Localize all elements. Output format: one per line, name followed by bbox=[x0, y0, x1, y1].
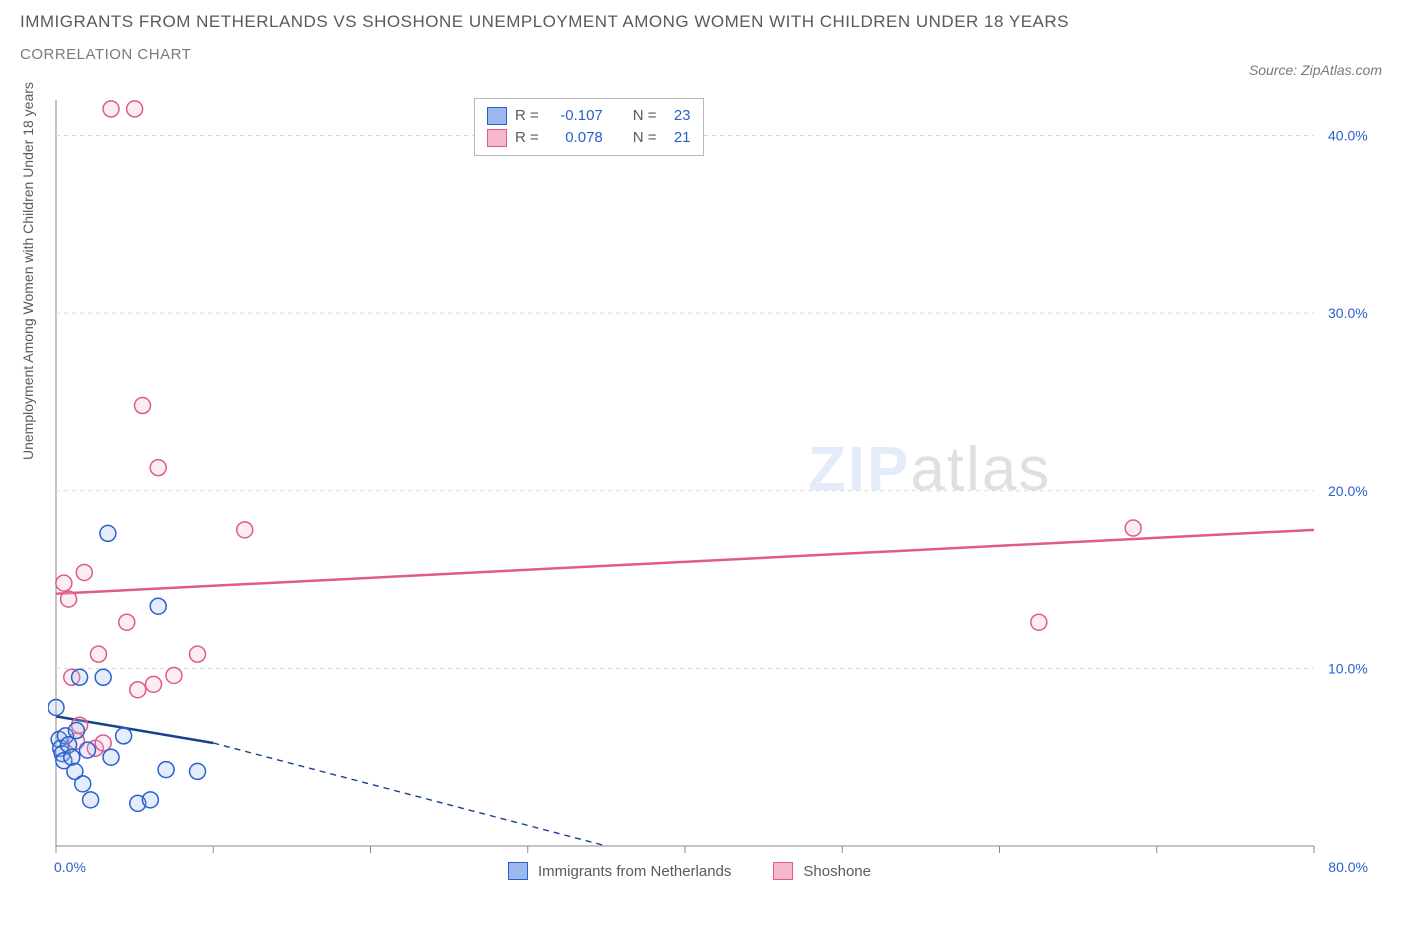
source-name: ZipAtlas.com bbox=[1301, 62, 1382, 78]
data-point bbox=[119, 614, 135, 630]
data-point bbox=[95, 735, 111, 751]
data-point bbox=[127, 101, 143, 117]
corr-swatch bbox=[487, 107, 507, 125]
data-point bbox=[100, 525, 116, 541]
data-point bbox=[90, 646, 106, 662]
data-point bbox=[116, 728, 132, 744]
series-legend: Immigrants from Netherlands Shoshone bbox=[508, 862, 871, 880]
data-point bbox=[61, 591, 77, 607]
legend-label-shoshone: Shoshone bbox=[803, 863, 871, 880]
data-point bbox=[79, 742, 95, 758]
r-label: R = bbox=[515, 127, 539, 149]
data-point bbox=[75, 776, 91, 792]
scatter-chart: 10.0% 20.0% 30.0% 40.0% 0.0% 80.0% bbox=[48, 94, 1388, 884]
data-point bbox=[72, 669, 88, 685]
y-axis-label: Unemployment Among Women with Children U… bbox=[20, 82, 36, 460]
x-tick-label: 80.0% bbox=[1328, 859, 1368, 875]
chart-subtitle: CORRELATION CHART bbox=[20, 46, 1069, 63]
r-label: R = bbox=[515, 105, 539, 127]
trend-line-1 bbox=[56, 530, 1314, 594]
title-block: IMMIGRANTS FROM NETHERLANDS VS SHOSHONE … bbox=[20, 12, 1069, 63]
data-point bbox=[95, 669, 111, 685]
data-point bbox=[103, 101, 119, 117]
y-tick-label: 40.0% bbox=[1328, 128, 1368, 144]
r-value: -0.107 bbox=[547, 105, 603, 127]
data-point bbox=[134, 398, 150, 414]
data-point bbox=[142, 792, 158, 808]
data-point bbox=[158, 762, 174, 778]
source-attribution: Source: ZipAtlas.com bbox=[1249, 62, 1382, 78]
trend-line-dash-0 bbox=[213, 743, 606, 846]
y-tick-label: 30.0% bbox=[1328, 305, 1368, 321]
data-point bbox=[130, 682, 146, 698]
r-value: 0.078 bbox=[547, 127, 603, 149]
y-tick-label: 10.0% bbox=[1328, 660, 1368, 676]
data-point bbox=[190, 646, 206, 662]
n-value: 21 bbox=[665, 127, 691, 149]
data-point bbox=[56, 575, 72, 591]
data-point bbox=[1031, 614, 1047, 630]
data-point bbox=[83, 792, 99, 808]
chart-area: 10.0%20.0%30.0%40.0%0.0%80.0% ZIPatlas R… bbox=[48, 94, 1388, 884]
source-prefix: Source: bbox=[1249, 62, 1301, 78]
data-point bbox=[48, 699, 64, 715]
data-point bbox=[145, 676, 161, 692]
corr-swatch bbox=[487, 129, 507, 147]
data-point bbox=[103, 749, 119, 765]
legend-label-netherlands: Immigrants from Netherlands bbox=[538, 863, 731, 880]
data-point bbox=[76, 564, 92, 580]
data-point bbox=[150, 460, 166, 476]
corr-row-0: R = -0.107 N = 23 bbox=[487, 105, 691, 127]
data-point bbox=[150, 598, 166, 614]
chart-title: IMMIGRANTS FROM NETHERLANDS VS SHOSHONE … bbox=[20, 12, 1069, 32]
n-label: N = bbox=[633, 127, 657, 149]
y-tick-label: 20.0% bbox=[1328, 483, 1368, 499]
n-value: 23 bbox=[665, 105, 691, 127]
corr-row-1: R = 0.078 N = 21 bbox=[487, 127, 691, 149]
data-point bbox=[1125, 520, 1141, 536]
legend-swatch-shoshone bbox=[773, 862, 793, 880]
x-tick-label: 0.0% bbox=[54, 859, 86, 875]
legend-swatch-netherlands bbox=[508, 862, 528, 880]
correlation-legend-box: R = -0.107 N = 23 R = 0.078 N = 21 bbox=[474, 98, 704, 156]
data-point bbox=[166, 667, 182, 683]
n-label: N = bbox=[633, 105, 657, 127]
data-point bbox=[64, 749, 80, 765]
data-point bbox=[68, 723, 84, 739]
data-point bbox=[237, 522, 253, 538]
data-point bbox=[190, 763, 206, 779]
